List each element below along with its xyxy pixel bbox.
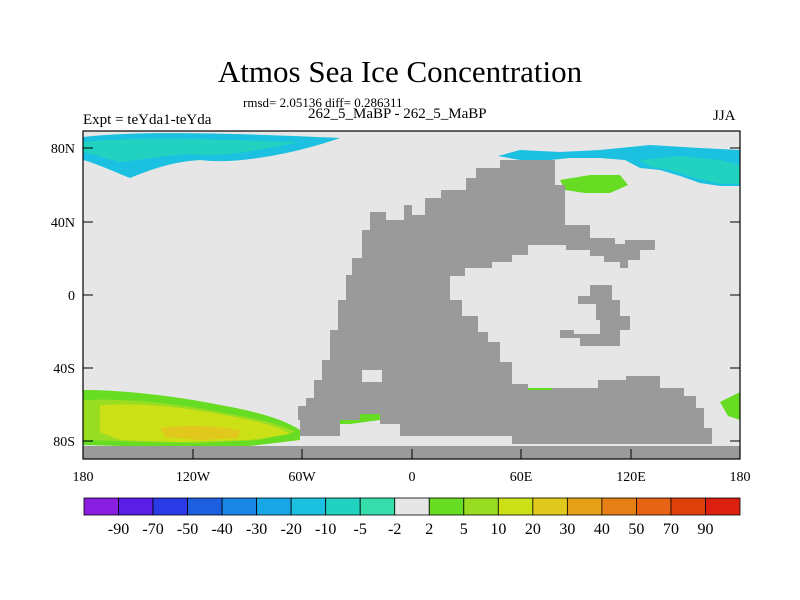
colorbar-label: -5 <box>354 521 367 538</box>
colorbar-swatch <box>601 497 637 516</box>
colorbar-swatch <box>566 497 603 516</box>
lat-label-80n: 80N <box>51 142 75 157</box>
colorbar-label: -30 <box>246 521 267 538</box>
lon-label-60e: 60E <box>510 470 533 485</box>
colorbar-label: -70 <box>142 521 163 538</box>
colorbar-label: -10 <box>315 521 336 538</box>
colorbar-label: 50 <box>628 521 644 538</box>
colorbar-swatch <box>705 497 741 516</box>
season-label: JJA <box>713 108 736 124</box>
lon-label-60w: 60W <box>288 470 316 485</box>
colorbar-label: 30 <box>559 521 575 538</box>
period-label: 262_5_MaBP - 262_5_MaBP <box>308 106 487 122</box>
colorbar-label: 40 <box>594 521 610 538</box>
colorbar-label: 5 <box>460 521 468 538</box>
colorbar-swatch <box>636 497 672 516</box>
colorbar-label: -2 <box>388 521 401 538</box>
inland-sea-patch <box>362 370 382 382</box>
ross-positive-patch <box>720 392 740 420</box>
antarctic-positive-core <box>100 404 290 442</box>
colorbar-label: -50 <box>177 521 198 538</box>
arctic-positive-anomaly-patch <box>560 175 628 193</box>
antarctic-strong-positive <box>160 425 240 440</box>
lon-label-120w: 120W <box>176 470 211 485</box>
colorbar-swatch <box>221 497 258 516</box>
continent-land-mass <box>83 160 740 459</box>
arctic-east-negative-band <box>498 145 740 186</box>
colorbar-swatch <box>359 497 396 516</box>
colorbar-swatch <box>83 497 119 516</box>
stats-text: rmsd= 2.05136 diff= 0.286311 <box>243 95 403 110</box>
latitude-axis: 80N 40N 0 40S 80S <box>51 142 740 450</box>
lon-label-180-left: 180 <box>73 470 94 485</box>
lat-label-80s: 80S <box>53 435 75 450</box>
lat-label-40n: 40N <box>51 216 75 231</box>
eastern-island-land <box>560 285 630 346</box>
colorbar-label: 20 <box>525 521 541 538</box>
arctic-east-negative-core <box>640 156 740 184</box>
colorbar-swatch <box>118 497 154 516</box>
colorbar-swatch <box>670 497 706 516</box>
colorbar-label: 90 <box>697 521 713 538</box>
colorbar-label: -90 <box>108 521 129 538</box>
colorbar-swatch <box>497 497 534 516</box>
lat-label-eq: 0 <box>68 289 75 304</box>
colorbar-swatch <box>187 497 223 516</box>
colorbar-swatch <box>290 497 327 516</box>
colorbar-swatch <box>152 497 188 516</box>
bay-patch <box>452 292 470 300</box>
colorbar-swatch <box>256 497 292 516</box>
lon-label-180-right: 180 <box>730 470 751 485</box>
lon-label-0: 0 <box>409 470 416 485</box>
colorbar-swatch <box>394 497 430 516</box>
figure-title: Atmos Sea Ice Concentration <box>217 54 583 89</box>
experiment-label: Expt = teYda1-teYda <box>83 112 212 128</box>
colorbar-label: -20 <box>280 521 301 538</box>
arctic-anomaly-fields <box>83 133 740 193</box>
colorbar-label: -40 <box>211 521 232 538</box>
colorbar-swatch <box>428 497 465 516</box>
colorbar-swatch <box>463 497 499 516</box>
colorbar: -90 -70 -50 -40 -30 -20 -10 -5 -2 2 5 10 20 30 40 50 70 9… <box>83 497 741 538</box>
colorbar-swatch <box>532 497 568 516</box>
longitude-axis: 180 120W 60W 0 60E 120E 180 <box>73 449 751 485</box>
colorbar-swatch <box>325 497 361 516</box>
colorbar-label: 2 <box>425 521 433 538</box>
colorbar-label: 10 <box>490 521 506 538</box>
colorbar-label: 70 <box>663 521 679 538</box>
arctic-negative-anomaly-core <box>83 138 300 162</box>
lon-label-120e: 120E <box>616 470 646 485</box>
lat-label-40s: 40S <box>53 362 75 377</box>
